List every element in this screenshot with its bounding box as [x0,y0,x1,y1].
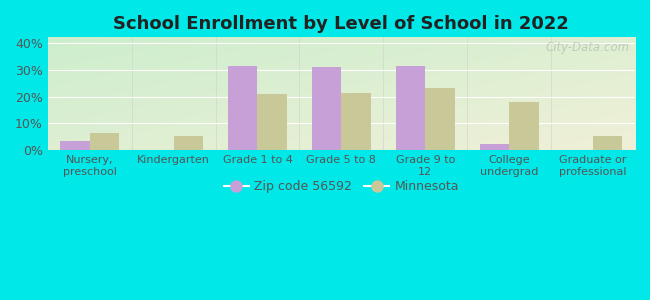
Bar [396,66,425,150]
Legend: Zip code 56592, Minnesota: Zip code 56592, Minnesota [219,176,464,198]
Bar [480,144,509,150]
Bar [228,66,257,150]
Bar [341,92,370,150]
Bar [60,141,90,150]
Bar [425,88,454,150]
Bar [593,136,623,150]
Bar [90,133,119,150]
Bar [174,136,203,150]
Text: City-Data.com: City-Data.com [545,41,629,54]
Bar [509,102,538,150]
Title: School Enrollment by Level of School in 2022: School Enrollment by Level of School in … [114,15,569,33]
Bar [257,94,287,150]
Bar [312,67,341,150]
